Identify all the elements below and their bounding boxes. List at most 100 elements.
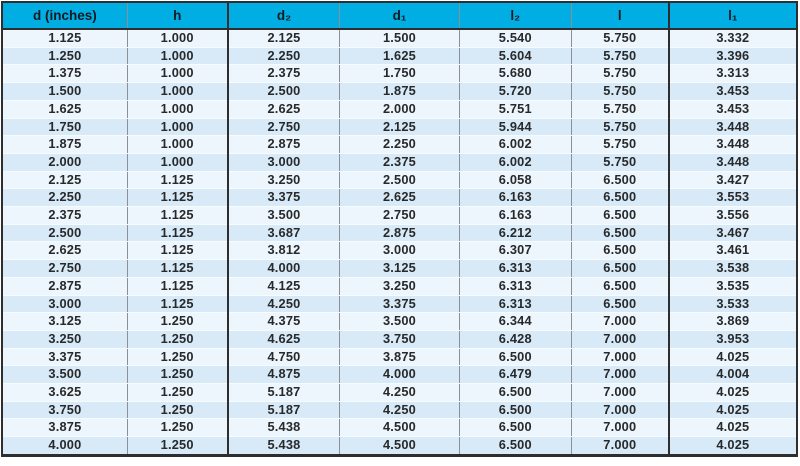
table-cell: 6.500	[458, 436, 572, 456]
table-cell: 6.163	[458, 206, 572, 225]
table-cell: 4.250	[339, 383, 460, 402]
table-cell: 3.750	[339, 330, 460, 349]
table-cell: 6.313	[458, 295, 572, 314]
table-cell: 3.625	[2, 383, 128, 402]
table-cell: 3.453	[667, 100, 797, 119]
table-cell: 2.125	[339, 118, 460, 137]
table-row: 3.500 1.250 4.875 4.000 6.479 7.000 4.004	[2, 365, 797, 385]
table-cell: 1.000	[126, 118, 228, 137]
table-cell: 4.375	[226, 312, 340, 331]
table-cell: 3.467	[667, 224, 797, 243]
table-cell: 2.500	[226, 82, 340, 101]
table-cell: 2.875	[226, 135, 340, 154]
table-cell: 3.448	[667, 135, 797, 154]
table-cell: 6.479	[458, 365, 572, 385]
table-cell: 2.625	[226, 100, 340, 119]
table-cell: 1.625	[339, 47, 460, 66]
table-cell: 3.448	[667, 118, 797, 137]
table-cell: 1.250	[126, 418, 228, 438]
table-cell: 3.375	[226, 188, 340, 208]
table-cell: 4.004	[667, 365, 797, 385]
table-cell: 2.125	[2, 171, 128, 190]
table-cell: 1.000	[126, 100, 228, 119]
table-header: d (inches) h d₂ d₁ l₂ l l₁	[2, 2, 797, 30]
table-cell: 3.533	[667, 295, 797, 314]
table-cell: 1.000	[126, 135, 228, 154]
table-cell: 2.250	[2, 188, 128, 208]
table-cell: 3.250	[2, 330, 128, 349]
table-cell: 6.500	[570, 224, 669, 243]
table-cell: 1.500	[2, 82, 128, 101]
table-row: 2.000 1.000 3.000 2.375 6.002 5.750 3.448	[2, 153, 797, 172]
table-row: 3.625 1.250 5.187 4.250 6.500 7.000 4.025	[2, 383, 797, 402]
table-cell: 3.687	[226, 224, 340, 243]
table-cell: 6.500	[570, 188, 669, 208]
column-header: l₂	[458, 2, 572, 30]
table-cell: 7.000	[570, 383, 669, 402]
table-cell: 1.000	[126, 29, 228, 48]
table-row: 4.000 1.250 5.438 4.500 6.500 7.000 4.025	[2, 436, 797, 456]
table-cell: 3.448	[667, 153, 797, 172]
table-cell: 6.500	[458, 348, 572, 367]
table-cell: 3.125	[339, 259, 460, 278]
table-cell: 1.250	[126, 401, 228, 420]
table-cell: 1.875	[339, 82, 460, 101]
table-row: 1.375 1.000 2.375 1.750 5.680 5.750 3.313	[2, 64, 797, 84]
table-cell: 6.500	[458, 401, 572, 420]
table-cell: 1.625	[2, 100, 128, 119]
table-cell: 2.875	[339, 224, 460, 243]
table-cell: 1.125	[126, 241, 228, 261]
table-cell: 2.250	[226, 47, 340, 66]
table-cell: 5.750	[570, 82, 669, 101]
table-row: 1.625 1.000 2.625 2.000 5.751 5.750 3.453	[2, 100, 797, 119]
table-cell: 4.250	[226, 295, 340, 314]
table-row: 2.375 1.125 3.500 2.750 6.163 6.500 3.556	[2, 206, 797, 225]
table-cell: 1.125	[126, 295, 228, 314]
table-row: 2.500 1.125 3.687 2.875 6.212 6.500 3.467	[2, 224, 797, 243]
table-cell: 1.250	[126, 436, 228, 456]
table-row: 2.125 1.125 3.250 2.500 6.058 6.500 3.427	[2, 171, 797, 190]
table-cell: 6.313	[458, 277, 572, 296]
table-cell: 2.750	[226, 118, 340, 137]
table-cell: 3.427	[667, 171, 797, 190]
table-cell: 5.750	[570, 118, 669, 137]
table-cell: 2.625	[339, 188, 460, 208]
header-row: d (inches) h d₂ d₁ l₂ l l₁	[2, 2, 797, 30]
table-cell: 3.375	[2, 348, 128, 367]
table-cell: 7.000	[570, 365, 669, 385]
table-cell: 6.500	[570, 206, 669, 225]
table-cell: 6.500	[570, 171, 669, 190]
table-cell: 3.553	[667, 188, 797, 208]
table-cell: 1.125	[126, 259, 228, 278]
table-cell: 5.750	[570, 47, 669, 66]
table-row: 3.375 1.250 4.750 3.875 6.500 7.000 4.025	[2, 348, 797, 367]
table-cell: 2.375	[2, 206, 128, 225]
table-cell: 4.125	[226, 277, 340, 296]
table-cell: 2.500	[339, 171, 460, 190]
table-cell: 4.025	[667, 348, 797, 367]
table-cell: 6.002	[458, 153, 572, 172]
table-cell: 1.125	[2, 29, 128, 48]
table-cell: 6.500	[458, 418, 572, 438]
table-cell: 5.187	[226, 401, 340, 420]
dimension-spec-table: d (inches) h d₂ d₁ l₂ l l₁ 1.125 1.000 2.125 1.50…	[1, 1, 798, 457]
table-cell: 4.025	[667, 401, 797, 420]
table-cell: 1.125	[126, 188, 228, 208]
table-cell: 5.187	[226, 383, 340, 402]
table-cell: 3.332	[667, 29, 797, 48]
table-cell: 3.396	[667, 47, 797, 66]
table-cell: 1.500	[339, 29, 460, 48]
table-cell: 5.750	[570, 64, 669, 84]
table-cell: 6.500	[570, 241, 669, 261]
table-cell: 7.000	[570, 348, 669, 367]
table-cell: 2.375	[339, 153, 460, 172]
table-cell: 6.500	[570, 259, 669, 278]
table-cell: 4.625	[226, 330, 340, 349]
table-cell: 3.538	[667, 259, 797, 278]
table-cell: 7.000	[570, 436, 669, 456]
table-cell: 3.453	[667, 82, 797, 101]
table-cell: 7.000	[570, 312, 669, 331]
table-cell: 6.002	[458, 135, 572, 154]
table-cell: 3.000	[2, 295, 128, 314]
